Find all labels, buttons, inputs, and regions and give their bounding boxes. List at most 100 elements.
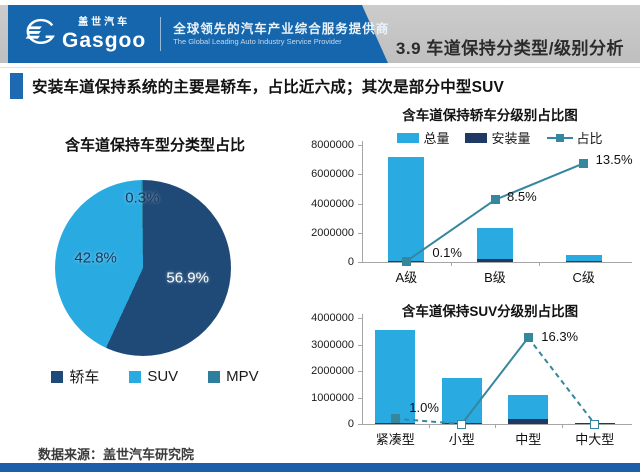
total-swatch-icon <box>397 132 420 143</box>
bar-total <box>477 228 513 262</box>
x-tick <box>450 262 452 266</box>
sedan-chart-legend: 总量 安装量 占比 <box>360 128 640 147</box>
pie-value-label: 56.9% <box>166 269 209 287</box>
line-marker <box>457 419 467 429</box>
sedan-chart-title: 含车道保持轿车分级别占比图 <box>402 108 578 123</box>
line-marker <box>390 414 400 424</box>
header-blue-shape <box>8 5 388 63</box>
bar-installed <box>565 261 602 262</box>
y-axis-line <box>362 314 363 424</box>
y-tick <box>358 397 362 399</box>
logo-cn-label: 盖世汽车 <box>78 16 131 28</box>
y-tick <box>358 424 362 425</box>
logo-divider <box>160 17 162 51</box>
line-marker <box>401 256 411 266</box>
logo: 盖世汽车 Gasgoo 全球领先的汽车产业综合服务提供商 The Global … <box>22 13 389 55</box>
installed-swatch-icon <box>465 132 488 143</box>
y-tick-label: 0 <box>347 256 354 268</box>
y-tick-label: 0 <box>347 418 354 430</box>
y-axis-line <box>362 141 363 262</box>
logo-en-label: Gasgoo <box>62 28 147 52</box>
x-tick <box>495 424 496 428</box>
y-tick <box>358 145 362 146</box>
line-value-label: 1.0% <box>409 399 439 415</box>
y-tick <box>358 371 362 372</box>
line-value-label: 0.1% <box>432 245 462 261</box>
y-tick <box>358 232 362 234</box>
pie-chart-section: 含车道保持车型分类型占比 轿车 SUV MPV 56.9% 42.8% 0.3% <box>12 126 298 398</box>
y-tick-label: 1000000 <box>311 391 354 404</box>
legend-label-ratio: 占比 <box>576 131 603 146</box>
logo-text: 盖世汽车 Gasgoo <box>62 16 147 52</box>
line-marker <box>490 195 500 205</box>
y-tick <box>358 262 362 263</box>
tagline-en: The Global Leading Auto Industry Service… <box>173 37 342 47</box>
y-tick <box>358 344 362 346</box>
ratio-swatch-icon <box>546 133 573 143</box>
x-category-label: 紧凑型 <box>375 432 415 447</box>
pie-legend: 轿车 SUV MPV <box>12 366 298 387</box>
y-tick-label: 4000000 <box>311 312 354 324</box>
x-category-label: B级 <box>484 270 506 285</box>
data-source: 数据来源：盖世汽车研究院 <box>38 447 195 462</box>
y-tick-label: 2000000 <box>311 365 354 377</box>
line-marker <box>579 158 589 168</box>
footer-bar <box>0 463 640 472</box>
section-title: 3.9 车道保持分类型/级别分析 <box>395 39 624 58</box>
x-category-label: 小型 <box>448 432 475 447</box>
y-tick <box>358 203 362 205</box>
legend-label-installed: 安装量 <box>491 131 531 146</box>
y-tick-label: 8000000 <box>311 139 354 151</box>
x-tick <box>428 424 430 428</box>
pie-value-label: 42.8% <box>74 249 117 267</box>
x-category-label: A级 <box>395 270 418 285</box>
suv-swatch-icon <box>129 370 142 383</box>
line-value-label: 8.5% <box>507 188 537 204</box>
bar-total <box>375 329 416 424</box>
x-tick <box>539 262 541 266</box>
bar-installed <box>508 419 549 424</box>
gasgoo-logo-icon <box>22 16 56 53</box>
tagline-cn: 全球领先的汽车产业综合服务提供商 <box>173 21 390 36</box>
x-category-label: 中大型 <box>575 432 615 447</box>
sedan-swatch-icon <box>51 370 64 383</box>
x-category-label: 中型 <box>515 432 542 447</box>
legend-label-mpv: MPV <box>226 368 259 385</box>
y-tick <box>358 174 362 176</box>
legend-item-sedan: 轿车 <box>51 366 99 387</box>
tagline: 全球领先的汽车产业综合服务提供商 The Global Leading Auto… <box>173 22 389 47</box>
y-tick <box>358 318 362 319</box>
y-tick-label: 2000000 <box>311 226 354 239</box>
pie-value-label: 0.3% <box>125 189 160 207</box>
line-marker <box>590 419 600 429</box>
legend-item-installed: 安装量 <box>465 128 531 147</box>
suv-chart-title: 含车道保持SUV分级别占比图 <box>401 304 579 319</box>
line-value-label: 13.5% <box>595 152 633 168</box>
x-axis-line <box>358 262 632 263</box>
mpv-swatch-icon <box>208 370 221 383</box>
header-banner: 盖世汽车 Gasgoo 全球领先的汽车产业综合服务提供商 The Global … <box>0 5 640 63</box>
header-divider-line <box>0 67 640 68</box>
legend-label-suv: SUV <box>147 368 179 385</box>
bar-total <box>388 156 425 262</box>
line-marker <box>523 333 533 343</box>
x-tick <box>561 424 563 428</box>
legend-label-sedan: 轿车 <box>69 369 100 386</box>
y-tick-label: 6000000 <box>311 168 354 181</box>
legend-item-mpv: MPV <box>208 366 259 387</box>
headline: 安装车道保持系统的主要是轿车，占比近六成；其次是部分中型SUV <box>10 73 504 99</box>
x-category-label: C级 <box>572 270 595 285</box>
line-value-label: 16.3% <box>541 328 579 344</box>
bar-installed <box>477 259 513 262</box>
legend-label-total: 总量 <box>423 131 450 146</box>
legend-item-suv: SUV <box>129 366 178 387</box>
headline-text: 安装车道保持系统的主要是轿车，占比近六成；其次是部分中型SUV <box>32 79 505 96</box>
legend-item-total: 总量 <box>397 128 449 147</box>
pie-chart-title: 含车道保持车型分类型占比 <box>64 137 245 154</box>
suv-level-chart: 含车道保持SUV分级别占比图 0 1000000 2000000 3000000 400… <box>300 296 640 462</box>
legend-item-ratio: 占比 <box>546 128 603 147</box>
y-tick-label: 3000000 <box>311 338 354 351</box>
pie-chart <box>55 180 231 356</box>
bar-total <box>441 377 482 424</box>
